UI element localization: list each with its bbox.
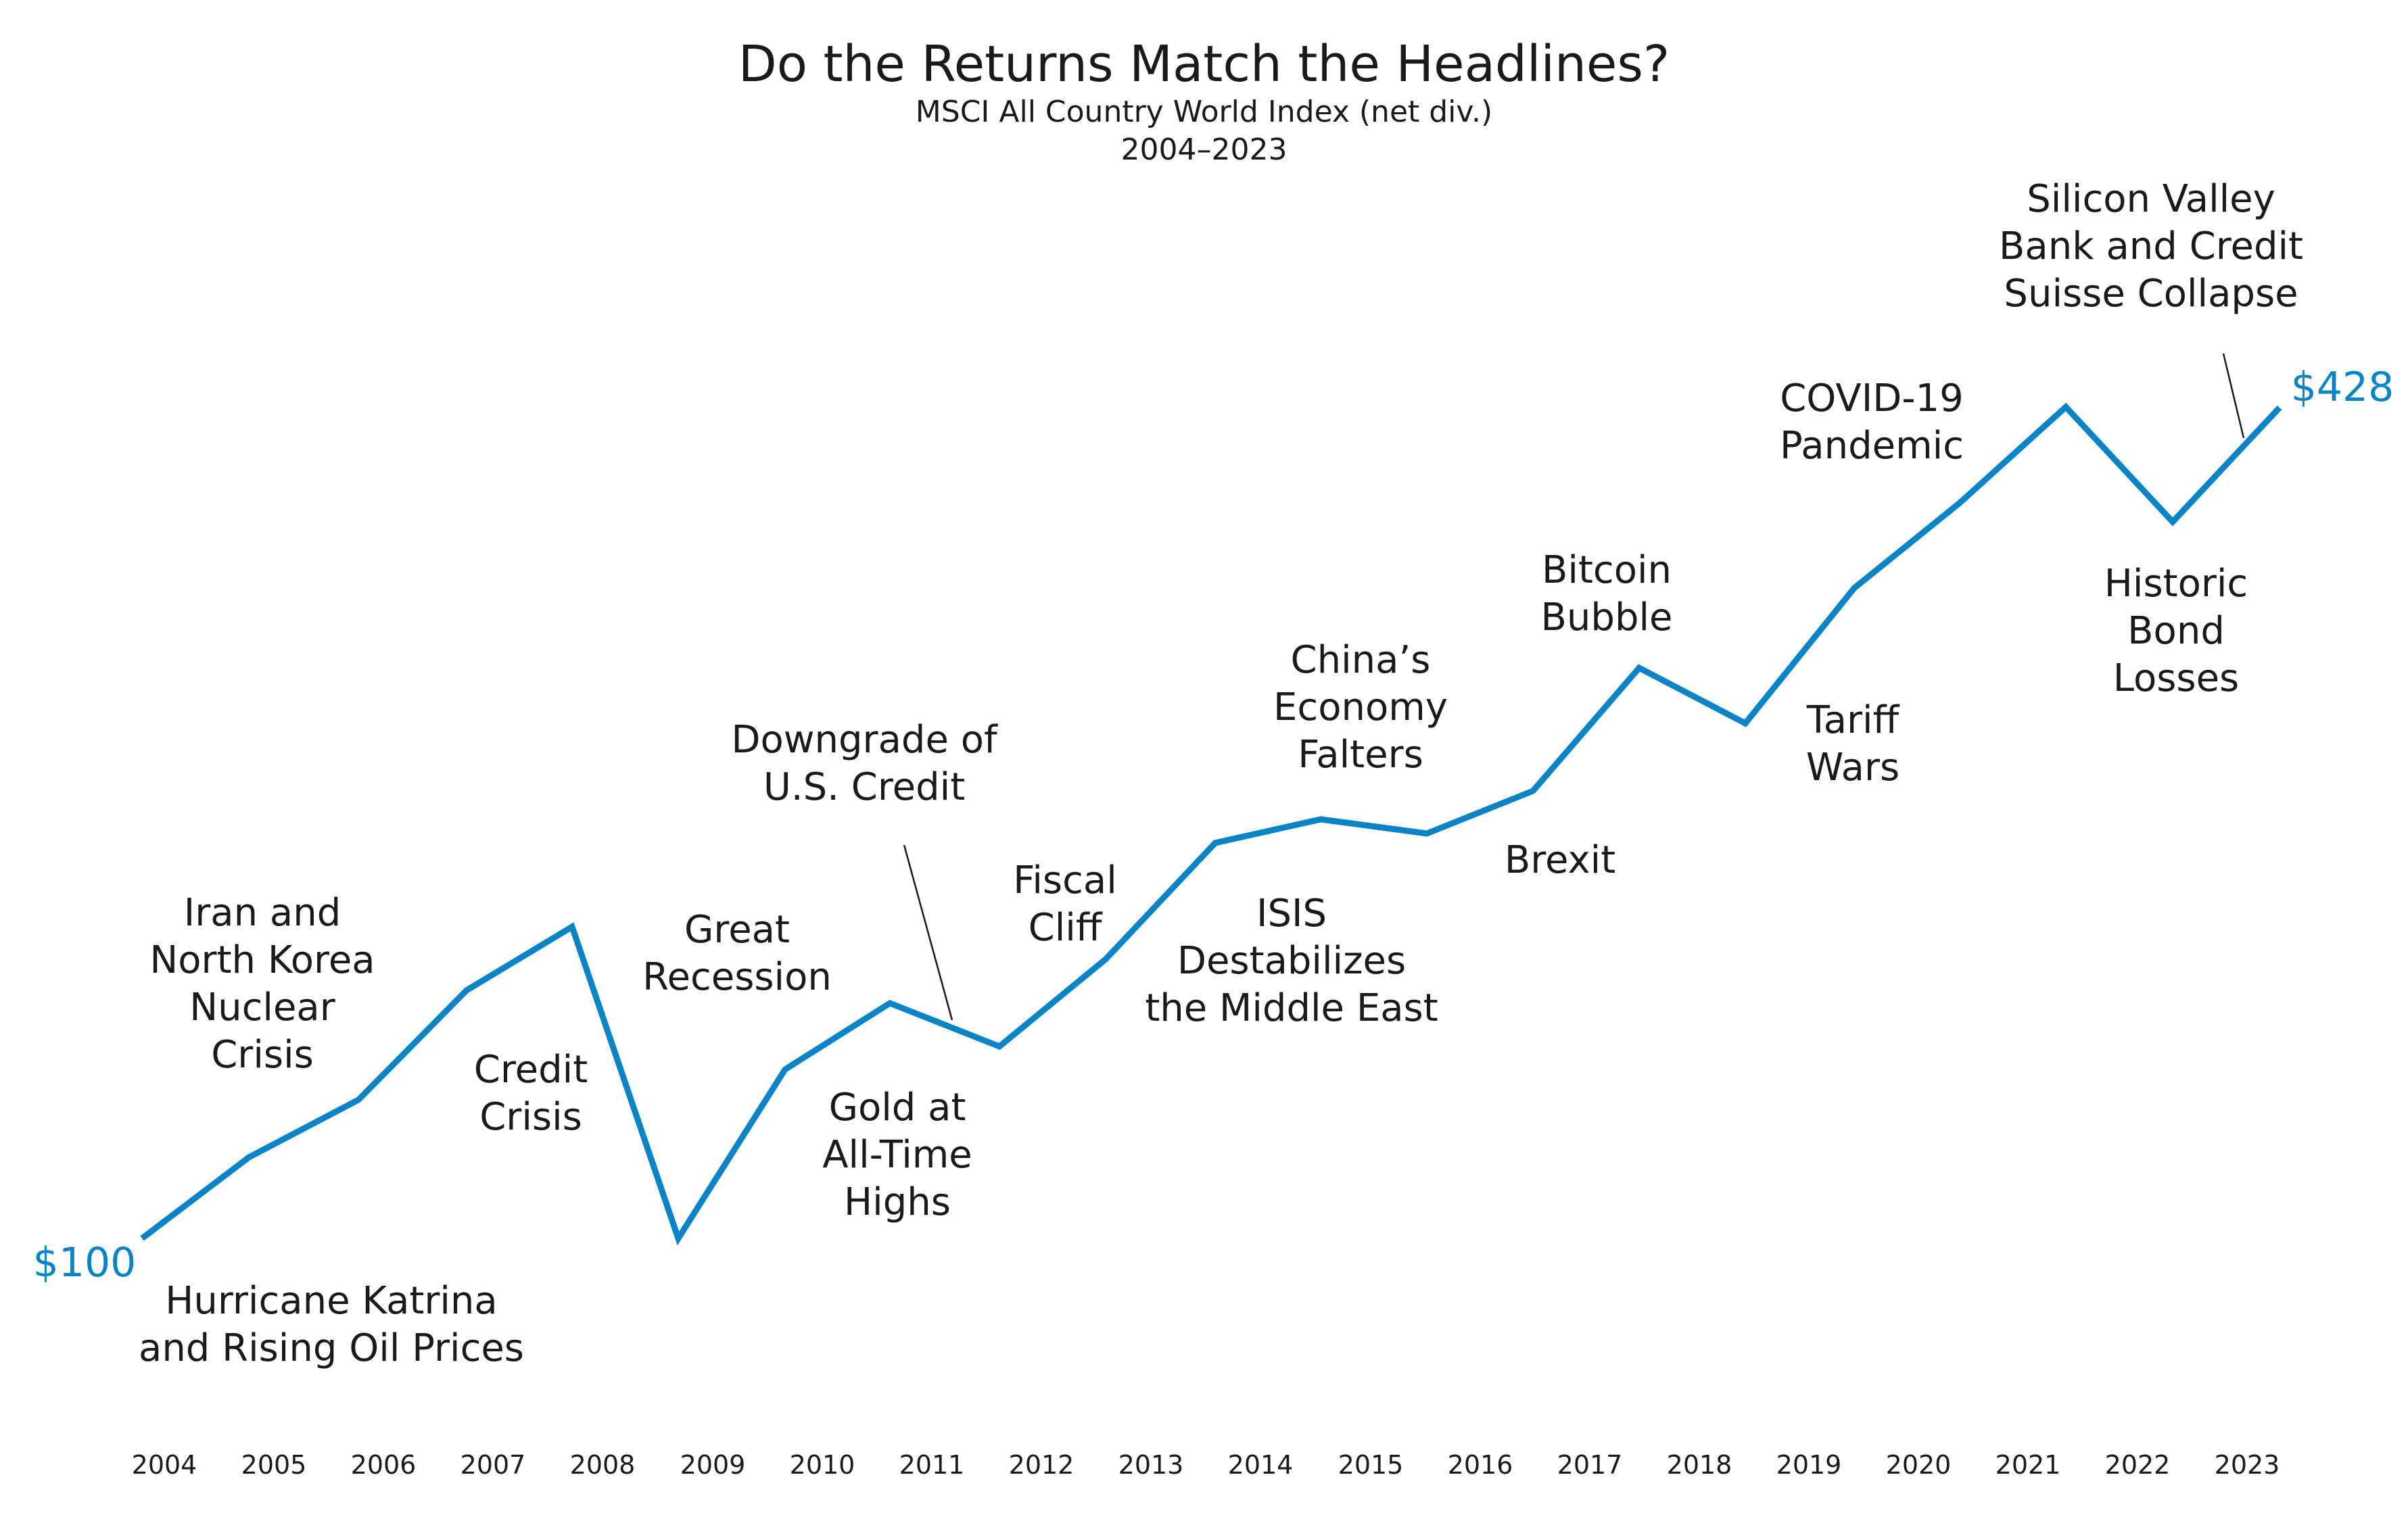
start-value-label: $100 bbox=[33, 1239, 137, 1286]
annotation-label: North Korea bbox=[149, 938, 375, 982]
x-tick-label: 2022 bbox=[2105, 1450, 2171, 1480]
annotation-label: Bubble bbox=[1540, 596, 1672, 639]
annotation-label: Bitcoin bbox=[1542, 548, 1672, 592]
annotation-label: Nuclear bbox=[189, 986, 336, 1030]
annotation-label: Wars bbox=[1806, 746, 1899, 790]
annotation-label: Recession bbox=[642, 955, 832, 999]
x-tick-label: 2019 bbox=[1776, 1450, 1842, 1480]
annotation-leader-line bbox=[903, 844, 953, 1021]
x-tick-label: 2011 bbox=[899, 1450, 965, 1480]
annotation-label: COVID-19 bbox=[1780, 377, 1964, 420]
x-tick-label: 2023 bbox=[2215, 1450, 2280, 1480]
annotation-label: Fiscal bbox=[1013, 859, 1117, 902]
annotation-label: China’s bbox=[1291, 638, 1431, 682]
annotation-label: Falters bbox=[1298, 733, 1423, 777]
annotation-leader-line bbox=[2222, 353, 2245, 439]
annotation-label: U.S. Credit bbox=[763, 765, 965, 809]
x-tick-label: 2010 bbox=[790, 1450, 855, 1480]
chart-period: 2004–2023 bbox=[1120, 132, 1288, 167]
annotation-label: ISIS bbox=[1256, 892, 1327, 936]
x-tick-label: 2006 bbox=[351, 1450, 417, 1480]
annotation-label: Suisse Collapse bbox=[2004, 272, 2298, 316]
annotation-label: Crisis bbox=[479, 1095, 582, 1139]
annotation-label: Credit bbox=[474, 1048, 588, 1092]
annotation-label: Cliff bbox=[1029, 906, 1103, 950]
x-tick-label: 2018 bbox=[1667, 1450, 1732, 1480]
annotation-label: Great bbox=[684, 908, 790, 952]
end-value-label: $428 bbox=[2291, 364, 2394, 411]
annotation-label: Brexit bbox=[1505, 838, 1615, 882]
annotation-label: Hurricane Katrina bbox=[165, 1279, 497, 1323]
chart-subtitle: MSCI All Country World Index (net div.) bbox=[915, 95, 1493, 129]
annotation-label: and Rising Oil Prices bbox=[139, 1326, 524, 1370]
annotation-label: Economy bbox=[1273, 685, 1448, 729]
x-tick-label: 2020 bbox=[1886, 1450, 1952, 1480]
x-tick-label: 2017 bbox=[1557, 1450, 1623, 1480]
series-line bbox=[140, 402, 2282, 1246]
annotation-label: Downgrade of bbox=[731, 718, 998, 762]
x-tick-label: 2014 bbox=[1228, 1450, 1294, 1480]
annotation-label: Pandemic bbox=[1780, 424, 1964, 468]
annotation-label: Bank and Credit bbox=[1999, 224, 2303, 268]
annotation-label: Bond bbox=[2127, 609, 2225, 653]
x-tick-label: 2021 bbox=[1996, 1450, 2061, 1480]
x-tick-label: 2012 bbox=[1009, 1450, 1075, 1480]
x-tick-label: 2013 bbox=[1118, 1450, 1184, 1480]
annotation-label: Tariff bbox=[1806, 698, 1900, 742]
x-tick-label: 2005 bbox=[241, 1450, 307, 1480]
annotation-label: the Middle East bbox=[1145, 986, 1438, 1030]
x-tick-label: 2015 bbox=[1338, 1450, 1404, 1480]
x-tick-label: 2016 bbox=[1448, 1450, 1513, 1480]
chart-title: Do the Returns Match the Headlines? bbox=[738, 35, 1670, 93]
x-tick-label: 2009 bbox=[680, 1450, 746, 1480]
annotation-label: Silicon Valley bbox=[2027, 177, 2275, 221]
annotation-label: Gold at bbox=[829, 1086, 966, 1130]
annotation-label: Crisis bbox=[211, 1033, 314, 1077]
annotation-label: Destabilizes bbox=[1177, 939, 1406, 983]
annotation-label: All-Time bbox=[822, 1133, 972, 1177]
annotation-label: Iran and bbox=[184, 891, 341, 935]
annotation-label: Losses bbox=[2113, 656, 2239, 700]
annotation-label: Historic bbox=[2104, 562, 2248, 606]
x-tick-label: 2004 bbox=[132, 1450, 197, 1480]
x-tick-label: 2008 bbox=[570, 1450, 636, 1480]
x-tick-label: 2007 bbox=[461, 1450, 526, 1480]
annotation-label: Highs bbox=[844, 1180, 951, 1224]
